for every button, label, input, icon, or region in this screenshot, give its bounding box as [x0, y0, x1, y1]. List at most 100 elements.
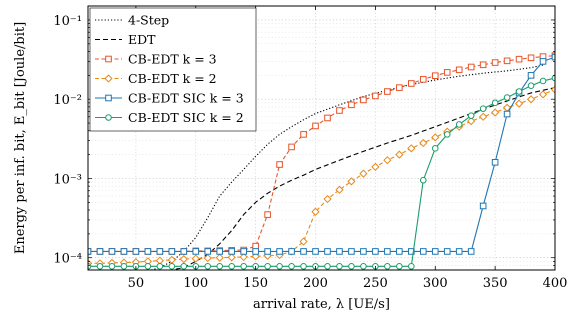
data-point: [179, 255, 188, 264]
data-point: [288, 248, 295, 255]
data-point: [216, 262, 224, 270]
x-tick-label: 200: [303, 276, 328, 291]
data-point: [479, 105, 487, 112]
data-point: [300, 248, 307, 255]
data-point: [336, 248, 343, 255]
data-point: [538, 90, 548, 99]
data-point: [264, 211, 271, 218]
data-point: [467, 63, 475, 71]
data-point: [227, 253, 236, 262]
x-tick-label: 100: [183, 276, 208, 291]
y-tick-label: 10⁻³: [53, 172, 82, 187]
series-line: [88, 56, 555, 252]
legend-box: [89, 7, 257, 132]
data-point: [396, 262, 403, 270]
data-point: [527, 54, 535, 62]
data-point: [479, 61, 487, 69]
data-point: [431, 133, 440, 142]
legend-marker: [105, 55, 112, 63]
data-point: [527, 72, 535, 79]
legend-marker: [105, 114, 112, 121]
data-point: [324, 262, 331, 270]
data-point: [300, 262, 307, 270]
data-point: [299, 237, 308, 246]
data-point: [467, 248, 475, 255]
data-point: [276, 262, 283, 270]
data-point: [288, 262, 295, 270]
data-point: [372, 92, 379, 100]
data-point: [336, 107, 343, 114]
data-point: [216, 248, 224, 255]
data-point: [312, 122, 319, 130]
data-point: [419, 76, 427, 83]
data-point: [96, 262, 104, 270]
x-tick-label: 350: [483, 276, 508, 291]
series-1: [165, 87, 555, 270]
data-point: [383, 156, 392, 165]
legend-marker: [105, 94, 112, 102]
data-point: [336, 262, 343, 270]
data-point: [360, 248, 367, 255]
data-point: [96, 248, 104, 255]
data-point: [384, 262, 391, 270]
data-point: [228, 248, 235, 255]
data-point: [515, 55, 523, 63]
data-point: [144, 248, 152, 255]
data-point: [204, 248, 212, 255]
x-tick-label: 400: [543, 276, 568, 291]
data-point: [395, 150, 404, 159]
data-point: [359, 169, 368, 178]
data-point: [384, 248, 391, 255]
legend-entry: CB-EDT SIC k = 2: [95, 110, 244, 125]
series-layer: [88, 52, 555, 270]
data-point: [240, 248, 247, 255]
legend-entry: CB-EDT SIC k = 3: [95, 91, 244, 106]
data-point: [144, 262, 152, 270]
legend-label: EDT: [128, 32, 156, 47]
data-point: [550, 85, 555, 94]
data-point: [88, 262, 92, 270]
data-point: [204, 262, 212, 270]
data-point: [515, 88, 523, 95]
data-point: [215, 253, 224, 262]
data-point: [396, 84, 403, 91]
data-point: [203, 253, 212, 263]
data-point: [108, 248, 116, 255]
data-point: [539, 58, 547, 65]
data-point: [324, 114, 331, 122]
data-point: [431, 248, 439, 255]
data-point: [192, 248, 200, 255]
data-point: [479, 202, 487, 210]
data-point: [479, 112, 488, 121]
x-tick-label: 300: [423, 276, 448, 291]
legend-entry: 4-Step: [95, 13, 169, 28]
data-point: [240, 262, 247, 270]
legend-label: CB-EDT k = 3: [128, 52, 217, 67]
data-point: [396, 248, 403, 255]
legend-label: 4-Step: [128, 13, 169, 28]
data-point: [132, 248, 140, 255]
data-point: [514, 99, 524, 108]
data-point: [443, 69, 451, 76]
data-point: [239, 252, 248, 262]
y-tick-label: 10⁻¹: [53, 14, 82, 29]
data-point: [324, 248, 331, 255]
data-point: [300, 131, 307, 138]
legend-entry: CB-EDT k = 3: [95, 52, 217, 67]
data-point: [276, 248, 283, 255]
data-point: [503, 94, 511, 101]
data-point: [312, 248, 319, 255]
data-point: [491, 59, 499, 66]
data-point: [491, 108, 500, 117]
data-point: [276, 161, 283, 168]
data-point: [539, 77, 547, 85]
data-point: [228, 262, 235, 270]
data-point: [180, 248, 188, 255]
data-point: [419, 176, 427, 184]
legend-label: CB-EDT k = 2: [128, 71, 217, 86]
x-tick-label: 250: [363, 276, 388, 291]
data-point: [191, 254, 200, 263]
data-point: [491, 99, 499, 107]
data-point: [371, 162, 380, 171]
